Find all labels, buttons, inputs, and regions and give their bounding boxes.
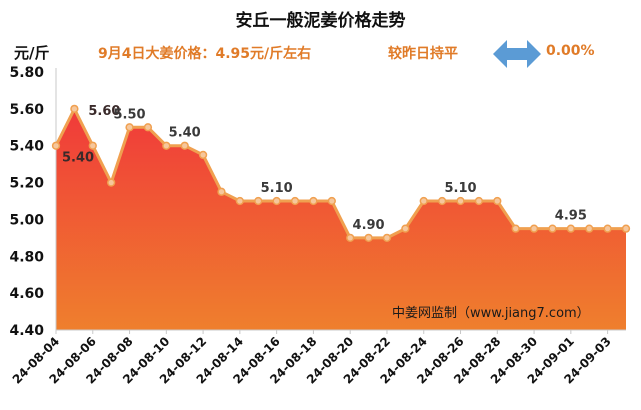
y-tick-label: 5.60 (9, 102, 44, 118)
data-point (162, 141, 171, 150)
data-point (437, 196, 447, 206)
chart-title: 安丘一般泥姜价格走势 (235, 11, 406, 31)
data-point (382, 233, 392, 243)
change-value: 0.00% (546, 43, 595, 59)
data-label: 5.60 (88, 104, 120, 119)
data-label: 4.90 (353, 218, 385, 233)
data-point (88, 141, 97, 150)
data-label: 5.10 (444, 181, 476, 196)
data-point (364, 233, 373, 243)
data-point (51, 141, 61, 150)
change-label: 较昨日持平 (388, 46, 458, 62)
data-point (272, 196, 281, 206)
data-point (254, 196, 263, 206)
data-point (548, 224, 557, 233)
data-point (456, 196, 465, 206)
data-point (107, 178, 116, 187)
watermark: 中姜网监制（www.jiang7.com） (392, 306, 590, 321)
double-arrow-icon (493, 40, 541, 68)
y-axis-unit: 元/斤 (14, 44, 50, 62)
y-tick-label: 5.20 (9, 176, 44, 192)
data-point (346, 233, 355, 243)
price-note: 9月4日大姜价格：4.95元/斤左右 (98, 46, 312, 62)
data-label: 5.50 (114, 107, 146, 122)
data-point (566, 224, 575, 233)
data-point (143, 123, 153, 132)
data-point (180, 141, 189, 150)
data-point (198, 150, 208, 160)
data-label: 5.10 (261, 181, 293, 196)
data-point (474, 196, 484, 206)
y-tick-label: 4.40 (9, 323, 44, 339)
data-point (585, 224, 594, 233)
y-tick-label: 4.80 (9, 249, 44, 265)
data-point (621, 224, 631, 233)
data-point (70, 104, 79, 114)
data-point (217, 187, 226, 196)
data-point (529, 224, 539, 233)
data-point (511, 224, 520, 233)
data-label: 5.40 (62, 151, 94, 166)
data-point (493, 196, 502, 206)
data-point (327, 196, 336, 206)
y-tick-label: 5.00 (9, 212, 44, 228)
data-point (309, 196, 318, 206)
y-tick-label: 4.60 (9, 286, 44, 302)
data-point (603, 224, 612, 233)
data-label: 5.40 (169, 126, 201, 141)
data-point (125, 123, 134, 132)
data-point (290, 196, 300, 206)
data-point (235, 196, 245, 206)
y-tick-label: 5.40 (9, 139, 44, 155)
y-tick-label: 5.80 (9, 65, 44, 81)
data-point (401, 224, 410, 233)
data-point (419, 196, 428, 206)
data-label: 4.95 (555, 209, 587, 224)
